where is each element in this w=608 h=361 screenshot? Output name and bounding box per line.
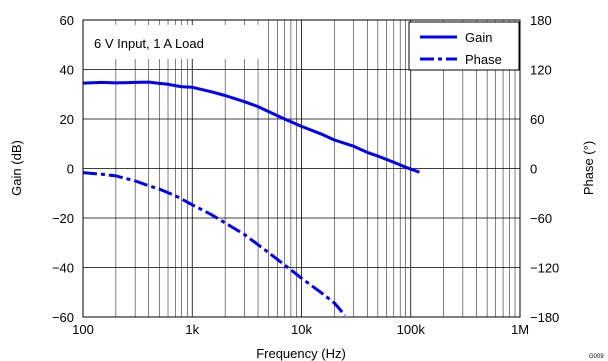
annotation-text: 6 V Input, 1 A Load (94, 36, 204, 51)
y2-tick-label: −120 (530, 261, 559, 276)
axis-ticks: 100 1k 10k 100k 1M 60 40 20 0 −20 −40 −60 180 120 60 0 −… (52, 13, 559, 337)
legend-box (408, 21, 520, 71)
y-tick-label: −40 (52, 261, 74, 276)
legend-label-gain: Gain (465, 30, 492, 45)
y2-tick-label: 0 (530, 162, 537, 177)
x-axis-label: Frequency (Hz) (256, 346, 346, 361)
y-tick-label: −60 (52, 310, 74, 325)
y2-axis-label: Phase (°) (581, 141, 596, 195)
x-tick-label: 10k (291, 322, 312, 337)
x-tick-label: 1k (185, 322, 199, 337)
y2-tick-label: 120 (530, 63, 552, 78)
annotation-box: 6 V Input, 1 A Load (84, 25, 266, 59)
x-tick-label: 100k (397, 322, 426, 337)
legend: Gain Phase (408, 21, 520, 71)
y-axis-label: Gain (dB) (9, 140, 24, 196)
x-tick-label: 1M (511, 322, 529, 337)
series-layer (82, 80, 420, 317)
y2-tick-label: −60 (530, 211, 552, 226)
figure-code: G009 (589, 354, 604, 360)
y2-tick-label: 180 (530, 13, 552, 28)
y-tick-label: 40 (60, 63, 74, 78)
legend-label-phase: Phase (465, 52, 502, 67)
y-tick-label: −20 (52, 211, 74, 226)
y-tick-label: 60 (60, 13, 74, 28)
x-tick-label: 100 (72, 322, 94, 337)
y2-tick-label: −180 (530, 310, 559, 325)
plot-frame (82, 19, 521, 318)
y-tick-label: 0 (67, 162, 74, 177)
y-tick-label: 20 (60, 112, 74, 127)
series-line-gain (82, 80, 420, 174)
y2-tick-label: 60 (530, 112, 544, 127)
series-line-phase (82, 171, 347, 317)
